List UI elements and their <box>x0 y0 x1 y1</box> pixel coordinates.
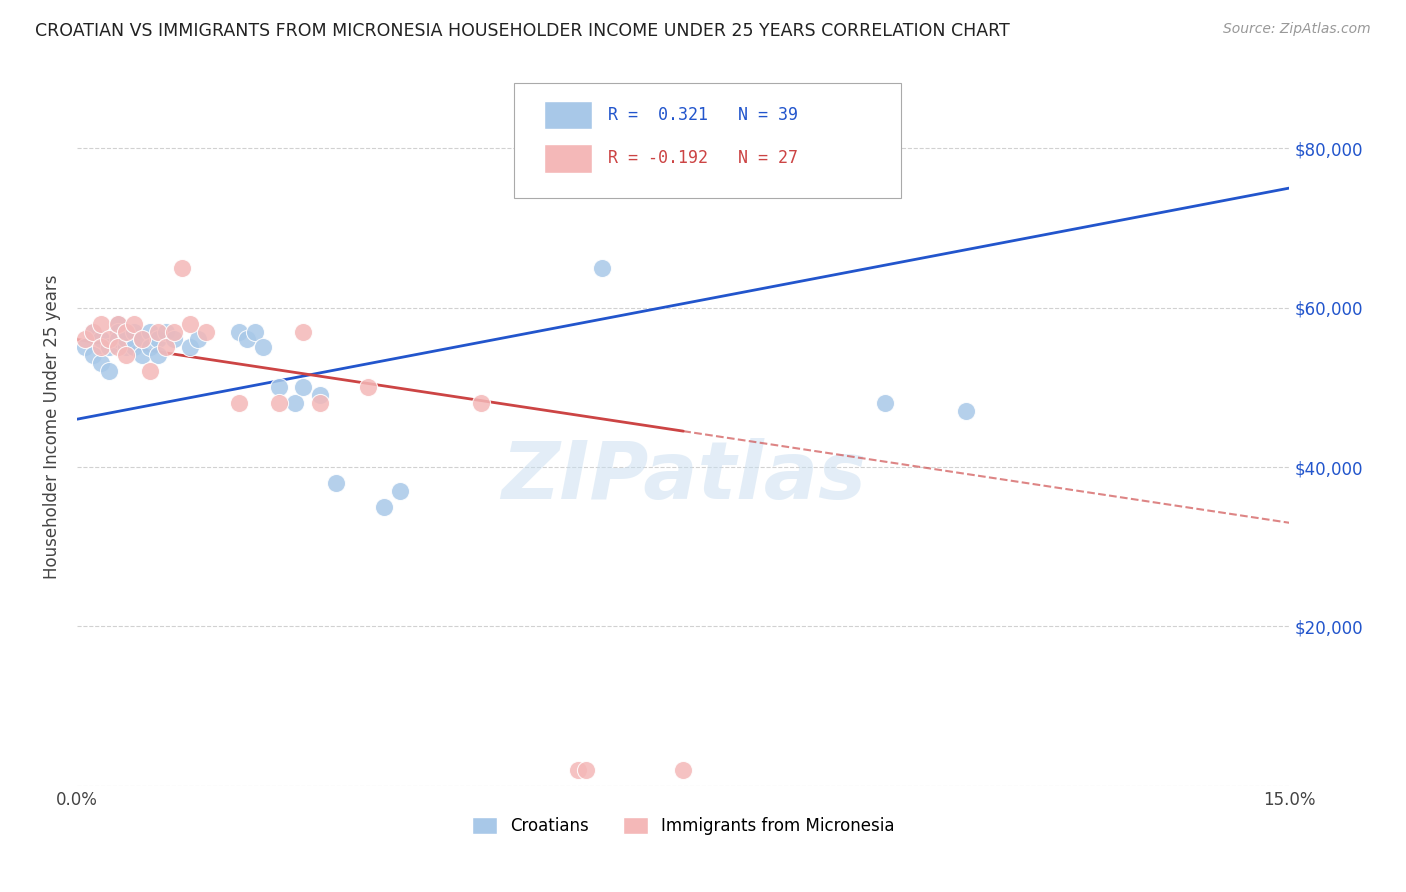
Point <box>122 325 145 339</box>
Point <box>131 348 153 362</box>
Point <box>90 317 112 331</box>
Point <box>98 341 121 355</box>
Point <box>139 341 162 355</box>
Point <box>107 333 129 347</box>
Point <box>98 333 121 347</box>
Point <box>107 317 129 331</box>
Point <box>357 380 380 394</box>
Point <box>179 341 201 355</box>
Point <box>75 333 97 347</box>
Legend: Croatians, Immigrants from Micronesia: Croatians, Immigrants from Micronesia <box>472 817 894 835</box>
Text: R = -0.192   N = 27: R = -0.192 N = 27 <box>607 149 799 167</box>
Point <box>122 317 145 331</box>
Point <box>146 348 169 362</box>
Text: R =  0.321   N = 39: R = 0.321 N = 39 <box>607 106 799 124</box>
Point <box>82 325 104 339</box>
Point <box>82 325 104 339</box>
Point <box>114 341 136 355</box>
Point <box>228 396 250 410</box>
Point <box>269 396 291 410</box>
Point <box>75 341 97 355</box>
Point <box>325 475 347 490</box>
Point <box>107 325 129 339</box>
Point <box>155 341 177 355</box>
Point <box>284 396 307 410</box>
Point <box>131 333 153 347</box>
Point <box>470 396 492 410</box>
Point <box>875 396 897 410</box>
Point <box>107 341 129 355</box>
Point <box>139 325 162 339</box>
Point <box>163 333 186 347</box>
Point <box>373 500 395 514</box>
Point <box>389 483 412 498</box>
Point <box>155 325 177 339</box>
Point <box>107 317 129 331</box>
Point <box>114 325 136 339</box>
Point <box>955 404 977 418</box>
Point <box>252 341 274 355</box>
Point <box>163 325 186 339</box>
Text: CROATIAN VS IMMIGRANTS FROM MICRONESIA HOUSEHOLDER INCOME UNDER 25 YEARS CORRELA: CROATIAN VS IMMIGRANTS FROM MICRONESIA H… <box>35 22 1010 40</box>
Point <box>292 380 315 394</box>
Point <box>131 333 153 347</box>
Point <box>90 356 112 370</box>
Point <box>308 396 330 410</box>
Point <box>292 325 315 339</box>
Point <box>172 260 194 275</box>
Text: Source: ZipAtlas.com: Source: ZipAtlas.com <box>1223 22 1371 37</box>
Point <box>591 260 613 275</box>
FancyBboxPatch shape <box>544 101 592 129</box>
Point <box>90 333 112 347</box>
Point <box>90 341 112 355</box>
Point <box>82 348 104 362</box>
Point <box>195 325 218 339</box>
Point <box>243 325 266 339</box>
Point <box>179 317 201 331</box>
Point <box>308 388 330 402</box>
Point <box>269 380 291 394</box>
Point <box>187 333 209 347</box>
FancyBboxPatch shape <box>544 144 592 172</box>
Point <box>146 333 169 347</box>
Point <box>575 763 598 777</box>
Text: ZIPatlas: ZIPatlas <box>501 438 866 516</box>
Point <box>672 763 695 777</box>
Point <box>146 325 169 339</box>
Point <box>114 348 136 362</box>
Point <box>139 364 162 378</box>
Y-axis label: Householder Income Under 25 years: Householder Income Under 25 years <box>44 275 60 580</box>
Point <box>122 341 145 355</box>
Point <box>567 763 589 777</box>
Point <box>114 333 136 347</box>
Point <box>672 141 695 155</box>
Point <box>98 364 121 378</box>
FancyBboxPatch shape <box>513 83 901 198</box>
Point <box>236 333 259 347</box>
Point <box>228 325 250 339</box>
